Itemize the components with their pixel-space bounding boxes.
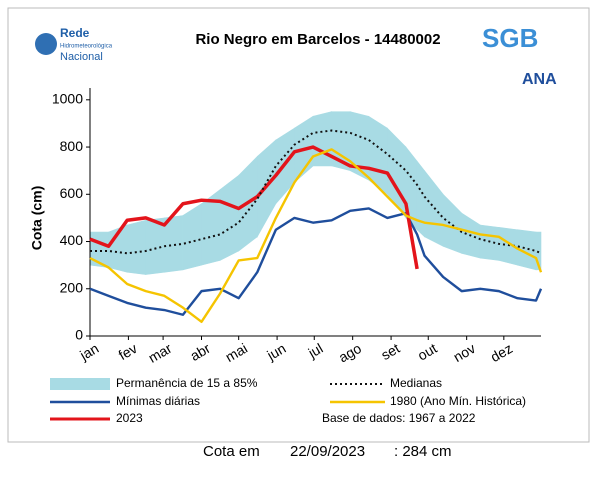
series-line (89, 148, 543, 324)
logo-text: Hidrometeorológica (60, 44, 113, 50)
band-segment (126, 219, 147, 275)
band-segment (442, 193, 463, 254)
band-segment (479, 224, 500, 261)
y-tick-label: 0 (75, 327, 83, 343)
frame (7, 7, 590, 443)
x-tick-label: nov (450, 340, 478, 365)
legend-label: 2023 (116, 411, 143, 425)
x-tick-label: jul (305, 340, 326, 361)
band-segment (312, 111, 332, 167)
series-line (89, 207, 543, 316)
x-tick-label: out (415, 340, 440, 364)
footer-date: 22/09/2023 (290, 443, 365, 460)
x-tick-label: fev (116, 340, 140, 363)
x-tick-label: dez (488, 340, 516, 365)
x-tick-label: jan (76, 340, 101, 364)
x-tick-label: mai (222, 340, 250, 365)
band-segment (182, 203, 202, 271)
series-line (89, 145, 419, 270)
footer-value: : 284 cm (394, 443, 452, 460)
x-tick-label: jun (263, 340, 288, 364)
x-tick-label: set (378, 340, 402, 363)
band-segment (219, 174, 239, 261)
note: Base de dados: 1967 a 2022 (322, 411, 476, 425)
footer-label: Cota em (203, 443, 260, 460)
x-tick-label: mar (146, 340, 175, 366)
y-tick-label: 600 (60, 185, 84, 201)
y-tick-label: 800 (60, 138, 84, 154)
y-tick-label: 200 (60, 279, 84, 295)
series-line (90, 129, 542, 255)
y-axis-label: Cota (cm) (29, 186, 45, 251)
x-tick-label: ago (336, 340, 364, 366)
logo-sgb: SGB (482, 23, 538, 53)
band-segment (368, 115, 388, 195)
legend-label: Permanência de 15 a 85% (116, 376, 258, 390)
chart-title: Rio Negro em Barcelos - 14480002 (195, 31, 440, 48)
x-tick-label: abr (187, 340, 213, 364)
logo-icon (35, 33, 57, 55)
legend-label: 1980 (Ano Mín. Histórica) (390, 394, 526, 408)
legend-label: Medianas (390, 376, 442, 390)
band-segment (416, 160, 425, 238)
y-tick-label: 1000 (52, 91, 83, 107)
legend-swatch (50, 378, 110, 390)
logo-text: Rede (60, 26, 90, 40)
logo-ana: ANA (522, 71, 557, 88)
legend-label: Mínimas diárias (116, 394, 200, 408)
y-tick-label: 400 (60, 232, 84, 248)
band-segment (145, 217, 165, 275)
logo-text: Nacional (60, 51, 103, 63)
